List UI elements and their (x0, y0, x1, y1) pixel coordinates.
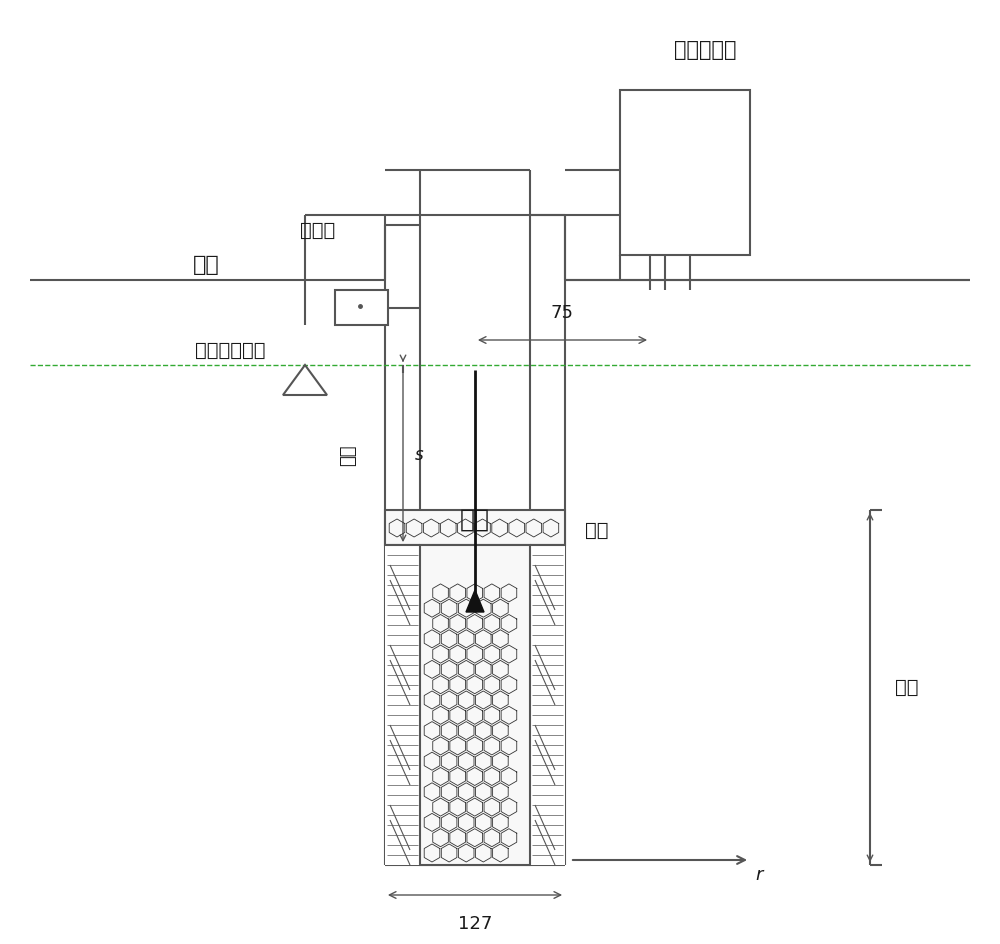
Bar (385, 510, 565, 545)
Text: 试段: 试段 (895, 678, 918, 697)
Text: 地表: 地表 (193, 255, 220, 275)
Text: 滤层: 滤层 (585, 520, 608, 540)
Text: 降深: 降深 (339, 445, 357, 465)
Text: 滤层: 滤层 (460, 508, 490, 532)
FancyBboxPatch shape (335, 290, 388, 325)
Text: 稳定地下水位: 稳定地下水位 (194, 341, 265, 360)
Polygon shape (466, 590, 484, 612)
Bar (420, 545, 530, 865)
Text: r: r (755, 866, 762, 884)
Text: 75: 75 (550, 304, 574, 322)
Text: 抽水泵: 抽水泵 (300, 221, 335, 240)
Text: 马利奥特瓶: 马利奥特瓶 (674, 40, 736, 60)
Bar (620, 90, 750, 255)
Text: s: s (415, 446, 424, 464)
Bar (385, 545, 420, 865)
Bar (530, 545, 565, 865)
Text: 127: 127 (458, 915, 492, 933)
